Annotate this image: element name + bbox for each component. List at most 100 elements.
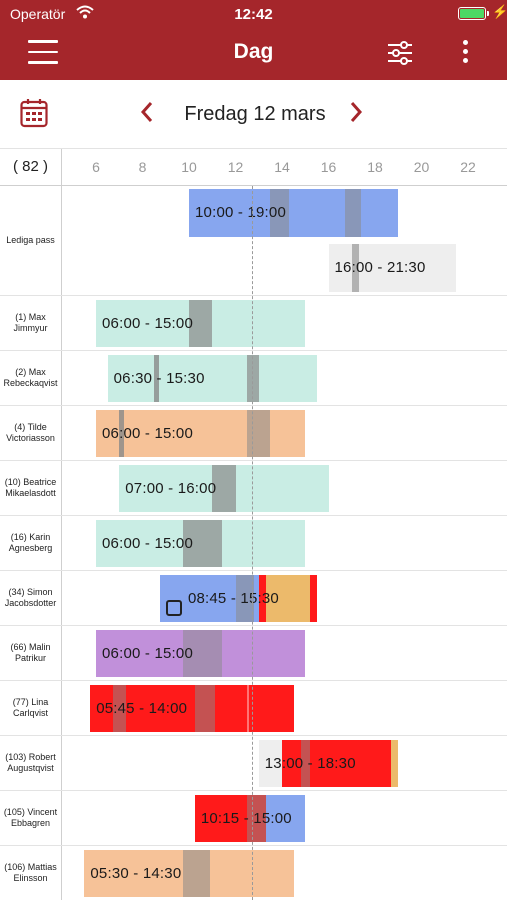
previous-day-button[interactable] [140, 100, 154, 128]
break-segment [247, 355, 259, 402]
date-navigation: Fredag 12 mars [0, 80, 507, 148]
shift-bar[interactable]: 08:45 - 15:30 [159, 575, 317, 622]
employee-name: (2) Max Rebeckaqvist [0, 351, 62, 405]
shift-bar[interactable]: 06:00 - 15:00 [96, 410, 306, 457]
schedule-row[interactable]: (34) Simon Jacobsdotter 08:45 - 15:30 [0, 571, 507, 626]
shift-time: 16:00 - 21:30 [334, 259, 426, 276]
more-options-button[interactable] [456, 40, 474, 66]
time-tick: 8 [138, 159, 147, 175]
shift-segment [258, 575, 266, 622]
shift-segment [265, 575, 310, 622]
schedule-row[interactable]: (4) Tilde Victoriasson 06:00 - 15:00 [0, 406, 507, 461]
shift-segment [282, 740, 392, 787]
shift-bar[interactable]: 05:45 - 14:00 [90, 685, 294, 732]
shift-time: 06:00 - 15:00 [102, 644, 194, 662]
time-tick: 14 [274, 159, 290, 175]
break-segment [212, 465, 236, 512]
schedule-row[interactable]: (16) Karin Agnesberg 06:00 - 15:00 [0, 516, 507, 571]
page-title: Dag [233, 40, 274, 63]
current-date: Fredag 12 mars [184, 103, 326, 125]
shift-segment [391, 740, 399, 787]
break-segment [113, 685, 127, 732]
employee-name: (1) Max Jimmyur [0, 296, 62, 350]
employee-name: Lediga pass [0, 186, 62, 295]
shift-bar[interactable]: 16:00 - 21:30 [328, 244, 457, 292]
chevron-left-icon [140, 102, 153, 122]
schedule-row[interactable]: (10) Beatrice Mikaelasdott 07:00 - 16:00 [0, 461, 507, 516]
chevron-right-icon [350, 102, 363, 122]
timeline-header: ( 82 ) 6 8 10 12 14 16 18 20 22 [0, 148, 507, 186]
schedule-row[interactable]: (1) Max Jimmyur 06:00 - 15:00 [0, 296, 507, 351]
shift-time: 06:30 - 15:30 [113, 369, 205, 387]
break-segment [235, 575, 255, 622]
break-segment [119, 410, 124, 457]
employee-name: (77) Lina Carlqvist [0, 681, 62, 735]
shift-bar[interactable]: 10:15 - 15:00 [194, 795, 306, 842]
schedule-row[interactable]: (105) Vincent Ebbagren 10:15 - 15:00 [0, 791, 507, 846]
break-segment [189, 300, 213, 347]
shift-time: 08:45 - 15:30 [187, 589, 279, 607]
status-time: 12:42 [234, 6, 273, 23]
carrier-label: Operatör [10, 6, 66, 22]
menu-button[interactable] [28, 40, 58, 64]
schedule-row[interactable]: (77) Lina Carlqvist 05:45 - 14:00 [0, 681, 507, 736]
break-segment [300, 740, 310, 787]
calendar-icon[interactable] [20, 98, 48, 133]
battery-icon [458, 7, 486, 20]
schedule-row[interactable]: (66) Malin Patrikur 06:00 - 15:00 [0, 626, 507, 681]
schedule-row[interactable]: Lediga pass 10:00 - 19:00 16:00 - 21:30 [0, 186, 507, 296]
shift-time: 06:00 - 15:00 [102, 424, 194, 442]
break-segment [270, 189, 289, 237]
shift-time: 10:00 - 19:00 [195, 204, 287, 221]
time-tick: 12 [227, 159, 244, 175]
battery-tip [487, 11, 489, 16]
shift-bar[interactable]: 06:00 - 15:00 [96, 630, 306, 677]
employee-name: (105) Vincent Ebbagren [0, 791, 62, 845]
shift-segment [247, 685, 250, 732]
employee-name: (66) Malin Patrikur [0, 626, 62, 680]
shift-time: 10:15 - 15:00 [200, 809, 292, 827]
next-day-button[interactable] [349, 100, 363, 128]
time-tick: 18 [367, 159, 383, 175]
shift-time: 13:00 - 18:30 [264, 754, 356, 772]
employee-name: (10) Beatrice Mikaelasdott [0, 461, 62, 515]
schedule-row[interactable]: (2) Max Rebeckaqvist 06:30 - 15:30 [0, 351, 507, 406]
time-tick: 20 [413, 159, 430, 175]
shift-bar[interactable]: 06:00 - 15:00 [96, 300, 306, 347]
shift-time: 07:00 - 16:00 [125, 479, 217, 497]
break-segment [183, 850, 210, 897]
time-tick: 22 [460, 159, 476, 175]
break-segment [154, 355, 159, 402]
break-segment [351, 244, 359, 292]
note-icon [165, 600, 182, 616]
shift-bar[interactable]: 07:00 - 16:00 [119, 465, 329, 512]
employee-name: (16) Karin Agnesberg [0, 516, 62, 570]
break-segment [183, 630, 222, 677]
shift-time: 06:00 - 15:00 [102, 314, 194, 332]
schedule-row[interactable]: (106) Mattias Elinsson 05:30 - 14:30 [0, 846, 507, 900]
current-time-line [251, 186, 253, 900]
employee-name: (4) Tilde Victoriasson [0, 406, 62, 460]
wifi-icon [76, 5, 94, 22]
time-tick: 10 [181, 159, 197, 175]
shift-time: 05:30 - 14:30 [90, 864, 182, 882]
employee-count: ( 82 ) [0, 149, 62, 186]
filter-button[interactable] [387, 40, 413, 66]
charging-icon: ⚡ [492, 4, 507, 19]
status-bar: Operatör 12:42 ⚡ [0, 0, 507, 28]
employee-name: (106) Mattias Elinsson [0, 846, 62, 900]
break-segment [194, 685, 215, 732]
schedule-row[interactable]: (103) Robert Augustqvist 13:00 - 18:30 [0, 736, 507, 791]
shift-bar[interactable]: 06:30 - 15:30 [107, 355, 317, 402]
shift-bar[interactable]: 05:30 - 14:30 [84, 850, 294, 897]
sliders-icon [388, 41, 412, 65]
shift-time: 06:00 - 15:00 [102, 534, 194, 552]
shift-bar[interactable]: 13:00 - 18:30 [258, 740, 399, 787]
break-segment [183, 520, 222, 567]
schedule-grid: Lediga pass 10:00 - 19:00 16:00 - 21:30 (1)… [0, 186, 507, 900]
employee-name: (103) Robert Augustqvist [0, 736, 62, 790]
shift-time: 05:45 - 14:00 [96, 699, 188, 717]
employee-name: (34) Simon Jacobsdotter [0, 571, 62, 625]
shift-bar[interactable]: 10:00 - 19:00 [189, 189, 399, 237]
shift-bar[interactable]: 06:00 - 15:00 [96, 520, 306, 567]
